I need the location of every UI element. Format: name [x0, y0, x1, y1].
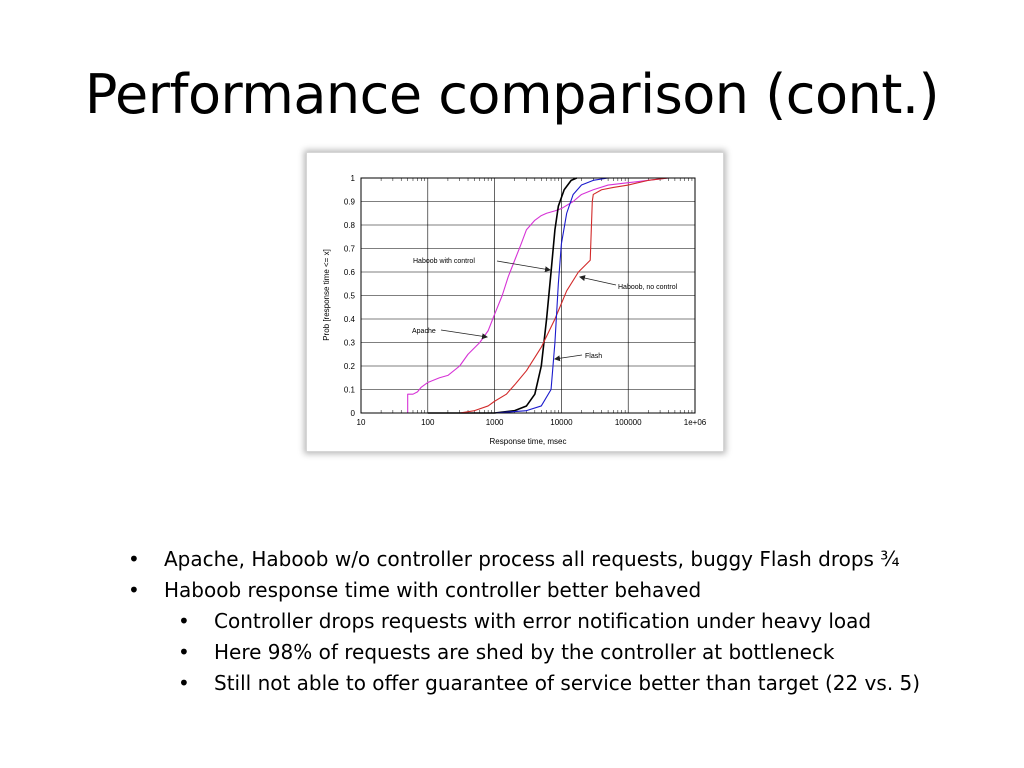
- y-tick-label: 0.9: [344, 198, 356, 207]
- x-tick-label: 1000: [486, 418, 504, 427]
- y-tick-label: 1: [351, 174, 356, 183]
- annotation-haboob-with-control: Haboob with control: [413, 258, 475, 265]
- x-tick-label: 100: [421, 418, 435, 427]
- x-tick-label: 10000: [550, 418, 573, 427]
- cdf-line-chart: 10 100 1000 10000 100000 1e+06 0 0.1 0.2 0.3 0.4 0.…: [322, 174, 707, 446]
- annotation-arrow-haboob-no-control: [579, 275, 617, 286]
- series-lines: [407, 177, 669, 414]
- annotation-flash: Flash: [585, 353, 602, 360]
- y-tick-label: 0.2: [344, 362, 356, 371]
- x-tick-label: 100000: [615, 418, 642, 427]
- plot-area-border: [360, 177, 696, 414]
- sub-bullet-item: Controller drops requests with error not…: [178, 606, 988, 637]
- y-tick-label: 0.4: [344, 315, 356, 324]
- annotation-arrow-flash: [554, 354, 583, 362]
- y-tick-label: 0: [351, 409, 356, 418]
- y-tick-label: 0.3: [344, 339, 356, 348]
- x-axis-label: Response time, msec: [490, 437, 567, 446]
- y-tick-label: 0.7: [344, 245, 356, 254]
- y-tick-label: 0.6: [344, 268, 356, 277]
- y-axis-label: Prob [response time <= x]: [322, 249, 331, 341]
- annotation-arrow-haboob-with-control: [496, 260, 551, 273]
- series-annotations: Haboob with control Haboob, no control A…: [412, 258, 678, 362]
- sub-bullet-item: Still not able to offer guarantee of ser…: [178, 668, 988, 699]
- x-tick-label: 10: [357, 418, 366, 427]
- annotation-apache: Apache: [412, 328, 436, 335]
- series-line-apache: [407, 177, 669, 413]
- y-tick-label: 0.8: [344, 221, 356, 230]
- page-title: Performance comparison (cont.): [84, 63, 940, 126]
- series-line-haboob-no-control: [427, 177, 669, 414]
- series-line-haboob-with-control: [427, 177, 578, 414]
- grid-lines: [360, 177, 696, 414]
- y-tick-label: 0.1: [344, 386, 356, 395]
- annotation-arrow-apache: [440, 329, 488, 340]
- bullet-item: Apache, Haboob w/o controller process al…: [128, 544, 988, 575]
- annotation-haboob-no-control: Haboob, no control: [618, 284, 678, 291]
- series-line-flash: [427, 177, 629, 414]
- y-tick-label: 0.5: [344, 292, 356, 301]
- x-tick-label: 1e+06: [684, 418, 707, 427]
- tick-labels: 10 100 1000 10000 100000 1e+06 0 0.1 0.2 0.3 0.4 0.…: [344, 174, 707, 427]
- bullet-item: Haboob response time with controller bet…: [128, 575, 988, 606]
- chart-panel: 10 100 1000 10000 100000 1e+06 0 0.1 0.2 0.3 0.4 0.…: [306, 152, 724, 452]
- sub-bullet-item: Here 98% of requests are shed by the con…: [178, 637, 988, 668]
- bullet-list: Apache, Haboob w/o controller process al…: [128, 544, 988, 699]
